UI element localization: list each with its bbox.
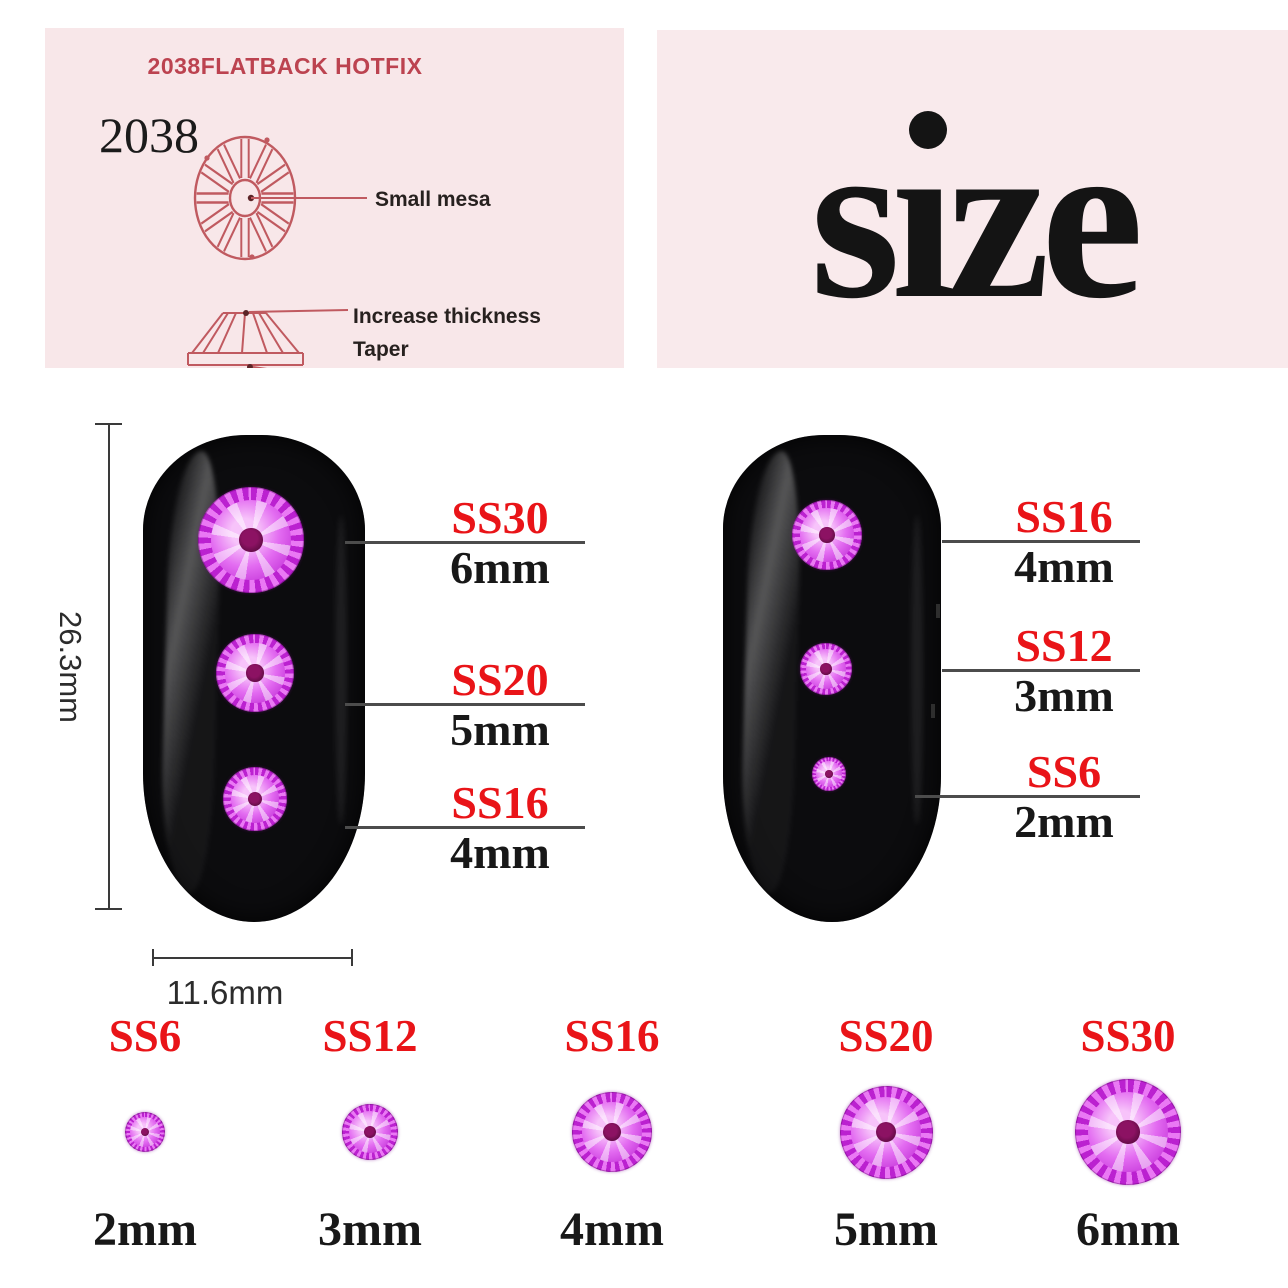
rhinestone-ss12 xyxy=(342,1104,398,1160)
height-value: 26.3mm xyxy=(53,611,88,723)
rhinestone-ss12 xyxy=(800,643,852,695)
size-ss-code: SS20 xyxy=(838,1011,934,1061)
size-chart-col-ss12: SS12 3mm xyxy=(285,1012,455,1256)
edge-tick xyxy=(936,604,940,618)
callout-ss-code: SS30 xyxy=(451,492,549,543)
size-ss-code: SS16 xyxy=(564,1011,660,1061)
callout-ss6: SS6 2mm xyxy=(915,746,1140,847)
rhinestone-ss16 xyxy=(223,767,287,831)
callout-mm-size: 5mm xyxy=(450,704,550,755)
gem-wrap xyxy=(342,1060,398,1204)
callout-ss16: SS16 4mm xyxy=(345,777,585,878)
callout-line xyxy=(942,540,1140,543)
rhinestone-ss30 xyxy=(198,487,304,593)
callout-line xyxy=(915,795,1140,798)
callout-line xyxy=(942,669,1140,672)
callout-ss-code: SS6 xyxy=(1026,746,1102,797)
size-chart-col-ss6: SS6 2mm xyxy=(60,1012,230,1256)
taper-label: Taper xyxy=(353,338,409,361)
size-chart-col-ss20: SS20 5mm xyxy=(801,1012,971,1256)
size-chart-col-ss30: SS30 6mm xyxy=(1043,1012,1213,1256)
size-mm-value: 5mm xyxy=(834,1203,938,1256)
rhinestone-ss20 xyxy=(839,1085,933,1179)
gem-wrap xyxy=(572,1060,652,1204)
callout-line xyxy=(345,826,585,829)
callout-mm-size: 4mm xyxy=(450,827,550,878)
size-mm-value: 6mm xyxy=(1076,1203,1180,1256)
size-panel: sıze xyxy=(657,30,1288,368)
callout-line xyxy=(345,541,585,544)
annotation-pointers xyxy=(243,194,367,384)
spec-header: 2038FLATBACK HOTFIX xyxy=(148,53,423,79)
callout-ss16: SS16 4mm xyxy=(942,491,1140,592)
mesa-label: Small mesa xyxy=(375,188,491,211)
rhinestone-ss30 xyxy=(1075,1079,1181,1185)
callout-ss-code: SS16 xyxy=(1015,491,1113,542)
callout-ss12: SS12 3mm xyxy=(942,620,1140,721)
height-dimension-line xyxy=(108,424,110,910)
size-mm-value: 3mm xyxy=(318,1203,422,1256)
callout-mm-size: 2mm xyxy=(1014,796,1114,847)
nail-gloss xyxy=(911,515,923,825)
model-number: 2038 xyxy=(99,107,199,163)
nail-gloss xyxy=(335,515,347,825)
gem-wrap xyxy=(1075,1060,1181,1204)
rhinestone-ss6 xyxy=(812,757,846,791)
width-dimension-tick-right xyxy=(351,949,353,966)
size-mm-value: 4mm xyxy=(560,1203,664,1256)
rhinestone-ss6 xyxy=(125,1112,165,1152)
width-dimension-line xyxy=(153,957,352,959)
height-dimension-cap-bottom xyxy=(95,908,122,910)
spec-panel: 2038FLATBACK HOTFIX 2038 xyxy=(45,28,624,397)
size-mm-value: 2mm xyxy=(93,1203,197,1256)
callout-ss-code: SS16 xyxy=(451,777,549,828)
gem-wrap xyxy=(839,1060,933,1204)
gem-side-view-icon xyxy=(187,312,304,366)
size-ss-code: SS30 xyxy=(1080,1011,1176,1061)
callout-mm-size: 6mm xyxy=(450,542,550,593)
callout-ss-code: SS20 xyxy=(451,654,549,705)
rhinestone-ss16 xyxy=(572,1092,652,1172)
edge-tick xyxy=(931,704,935,718)
thickness-label: Increase thickness xyxy=(353,305,541,328)
rhinestone-ss20 xyxy=(216,634,294,712)
width-value: 11.6mm xyxy=(166,974,284,1011)
callout-mm-size: 4mm xyxy=(1014,541,1114,592)
gem-wrap xyxy=(125,1060,165,1204)
nail-right xyxy=(723,435,941,922)
size-ss-code: SS12 xyxy=(322,1011,418,1061)
flatback-spec-diagram: 2038FLATBACK HOTFIX 2038 xyxy=(99,53,550,397)
callout-ss20: SS20 5mm xyxy=(345,654,585,755)
size-title: sıze xyxy=(810,90,1144,347)
size-ss-code: SS6 xyxy=(108,1011,182,1061)
nail-left xyxy=(143,435,365,922)
callout-ss-code: SS12 xyxy=(1015,620,1113,671)
nail-gloss xyxy=(739,450,803,894)
height-dimension-cap-top xyxy=(95,423,122,425)
size-chart-col-ss16: SS16 4mm xyxy=(527,1012,697,1256)
rhinestone-ss16 xyxy=(792,500,862,570)
width-dimension-tick-left xyxy=(152,949,154,966)
callout-mm-size: 3mm xyxy=(1014,670,1114,721)
callout-ss30: SS30 6mm xyxy=(345,492,585,593)
i-dot xyxy=(909,111,947,149)
callout-line xyxy=(345,703,585,706)
